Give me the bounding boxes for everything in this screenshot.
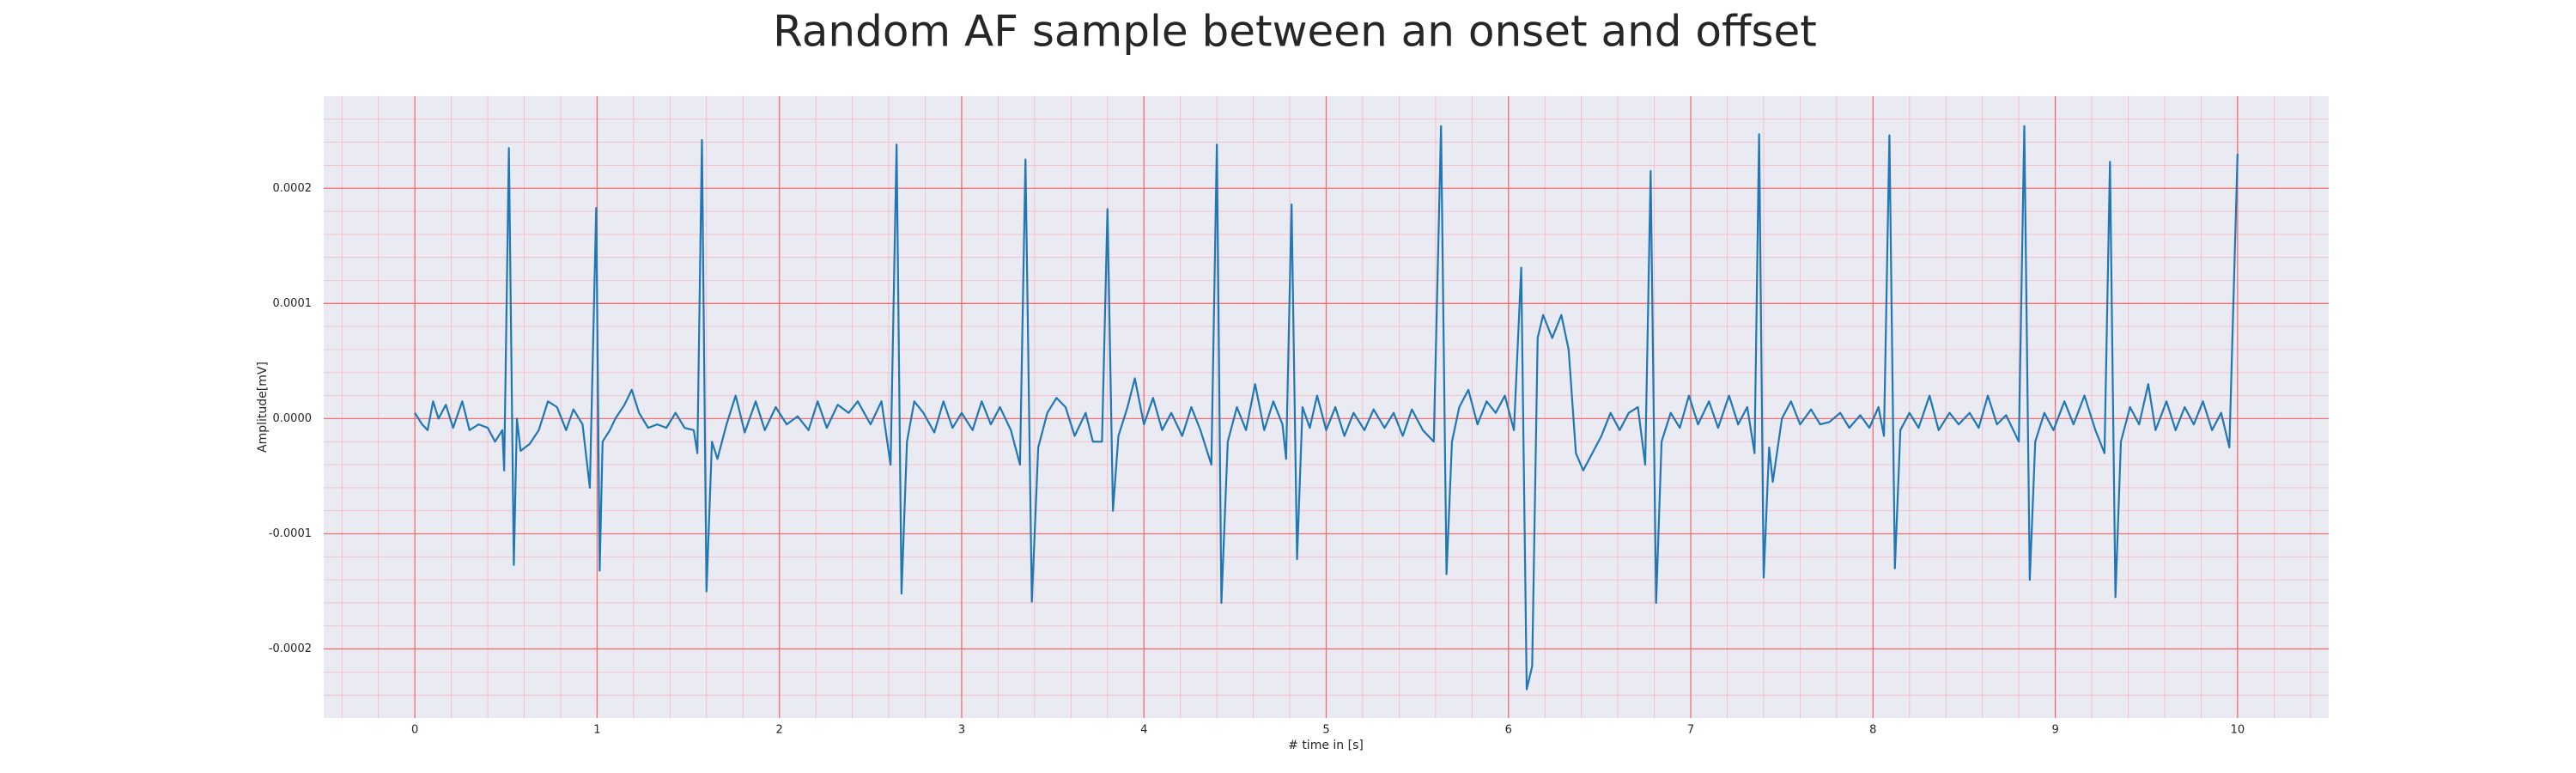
line-series [414,125,2239,691]
x-tick-label: 9 [2051,724,2058,737]
x-tick-label: 5 [1322,724,1329,737]
x-tick-label: 7 [1687,724,1694,737]
x-tick-label: 10 [2231,724,2245,737]
y-tick-label: 0.0000 [273,412,313,425]
x-tick-label: 2 [776,724,783,737]
x-axis-label: # time in [s] [1288,739,1364,752]
x-tick-label: 1 [593,724,600,737]
y-tick-label: -0.0001 [269,527,312,540]
x-tick-label: 6 [1505,724,1512,737]
y-tick-label: -0.0002 [269,642,312,655]
chart-title: Random AF sample between an onset and of… [773,7,1817,57]
y-tick-label: 0.0002 [273,182,313,195]
x-tick-label: 3 [958,724,965,737]
y-axis-label: Amplitude[mV] [256,362,270,453]
x-tick-label: 0 [411,724,418,737]
x-tick-label: 8 [1869,724,1876,737]
x-tick-label: 4 [1140,724,1147,737]
y-tick-label: 0.0001 [273,297,313,310]
